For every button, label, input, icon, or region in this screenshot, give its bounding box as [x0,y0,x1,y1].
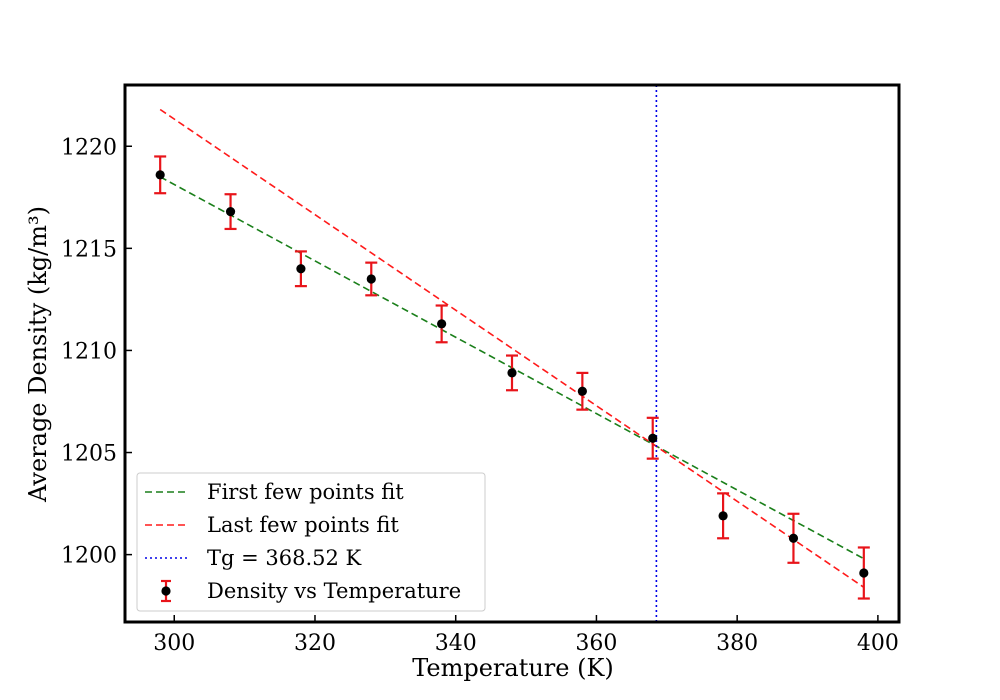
data-point [857,546,870,600]
y-tick-label: 1215 [61,237,117,262]
x-tick-label: 320 [294,631,336,656]
data-point [576,371,589,411]
legend-item: Last few points fit [145,513,399,537]
plot-area [154,85,870,622]
legend: First few points fit Last few points fit T… [136,472,486,612]
x-tick-label: 360 [575,631,617,656]
data-marker [859,568,869,578]
data-point [646,416,659,460]
x-tick-label: 300 [153,631,195,656]
x-axis-title: Temperature (K) [412,654,614,682]
plot-layer [154,85,870,622]
x-tick-label: 380 [716,631,758,656]
y-tick-label: 1210 [61,339,117,364]
data-marker [225,206,236,217]
data-marker [507,368,517,378]
legend-label: Last few points fit [207,513,399,537]
data-marker [577,386,587,396]
legend-handle-marker [161,586,171,596]
data-point [435,304,448,344]
data-marker [155,170,165,180]
data-marker [366,274,376,284]
data-marker [437,319,447,329]
data-point [294,250,307,288]
data-point [224,193,237,231]
legend-label: Tg = 368.52 K [207,546,362,570]
x-tick-label: 340 [435,631,477,656]
y-axis-title: Average Density (kg/m³) [24,206,52,503]
data-marker [718,511,728,521]
legend-item: Tg = 368.52 K [145,546,362,570]
data-marker [296,264,306,274]
data-marker [788,533,799,543]
legend-box [136,472,486,612]
y-tick-label: 1205 [61,442,117,467]
axes-layer: 300 320 340 360 380 400 1200 1205 1210 1215 1220 [61,83,901,656]
axes-frame [123,83,901,624]
y-tick-label: 1220 [61,135,117,160]
data-point [506,354,518,392]
x-tick-label: 400 [857,631,899,656]
legend-label: Density vs Temperature [207,579,461,603]
legend-item: First few points fit [145,480,404,504]
data-point [154,155,167,195]
data-point [365,261,378,297]
y-tick-label: 1200 [61,544,117,569]
legend-item: Density vs Temperature [161,579,461,603]
legend-label: First few points fit [207,480,404,504]
data-point [717,492,730,540]
data-marker [648,433,658,443]
data-point [787,512,800,564]
fit-line-2 [159,108,865,588]
